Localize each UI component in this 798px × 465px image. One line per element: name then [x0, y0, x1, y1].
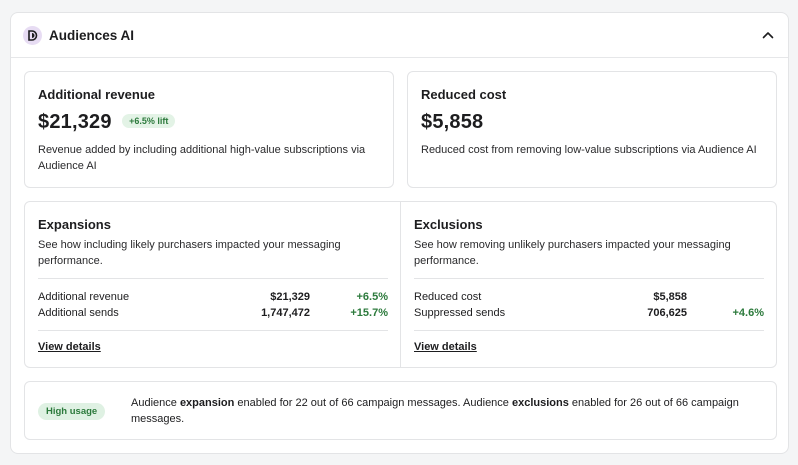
divider — [414, 278, 764, 279]
usage-bold-exclusions: exclusions — [511, 397, 569, 409]
card-description: Revenue added by including additional hi… — [38, 144, 366, 172]
divider — [38, 330, 388, 331]
row-value: 1,747,472 — [261, 307, 310, 319]
lift-badge: +6.5% lift — [122, 113, 176, 128]
usage-bold-expansion: expansion — [179, 397, 235, 409]
performance-card: Expansions See how including likely purc… — [24, 201, 777, 368]
section-title: Exclusions — [414, 217, 483, 232]
section-title: Expansions — [38, 217, 111, 232]
usage-banner: High usage Audience expansion enabled fo… — [24, 381, 777, 440]
panel-title: Audiences AI — [49, 27, 135, 43]
card-title: Additional revenue — [38, 87, 156, 102]
usage-text-part: enabled for 22 out of 66 campaign messag… — [234, 397, 512, 409]
expansions-section: Expansions See how including likely purc… — [25, 202, 401, 367]
panel-header: Audiences AI — [11, 13, 788, 58]
audiences-ai-logo-icon — [23, 25, 42, 45]
card-title: Reduced cost — [421, 87, 507, 102]
row-value: $5,858 — [653, 291, 687, 303]
view-details-link[interactable]: View details — [38, 341, 101, 353]
chevron-up-icon[interactable] — [760, 27, 776, 43]
table-row: Suppressed sends 706,625 +4.6% — [414, 305, 764, 321]
row-label: Additional sends — [38, 307, 119, 319]
table-row: Additional sends 1,747,472 +15.7% — [38, 305, 388, 321]
additional-revenue-card: Additional revenue $21,329 +6.5% lift Re… — [24, 71, 394, 188]
row-label: Suppressed sends — [414, 307, 506, 319]
high-usage-badge: High usage — [38, 403, 106, 420]
row-change: +4.6% — [732, 307, 765, 319]
row-value: 706,625 — [647, 307, 687, 319]
divider — [38, 278, 388, 279]
usage-message: Audience expansion enabled for 22 out of… — [131, 395, 771, 427]
card-description: Reduced cost from removing low-value sub… — [421, 144, 757, 156]
view-details-link[interactable]: View details — [414, 341, 477, 353]
usage-text-part: Audience — [131, 397, 180, 409]
audiences-ai-panel: Audiences AI Additional revenue $21,329 … — [10, 12, 789, 454]
row-label: Additional revenue — [38, 291, 130, 303]
section-description: See how including likely purchasers impa… — [38, 239, 341, 267]
section-description: See how removing unlikely purchasers imp… — [414, 239, 731, 267]
table-row: Reduced cost $5,858 — [414, 289, 764, 305]
revenue-amount: $21,329 — [38, 111, 112, 133]
exclusions-section: Exclusions See how removing unlikely pur… — [401, 202, 777, 367]
usage-text-part: enabled for 26 out of 66 campaign messag… — [131, 397, 739, 425]
row-change: +15.7% — [350, 307, 388, 319]
row-value: $21,329 — [270, 291, 310, 303]
row-label: Reduced cost — [414, 291, 482, 303]
divider — [414, 330, 764, 331]
cost-amount: $5,858 — [421, 111, 484, 133]
reduced-cost-card: Reduced cost $5,858 Reduced cost from re… — [407, 71, 777, 188]
table-row: Additional revenue $21,329 +6.5% — [38, 289, 388, 305]
row-change: +6.5% — [356, 291, 389, 303]
